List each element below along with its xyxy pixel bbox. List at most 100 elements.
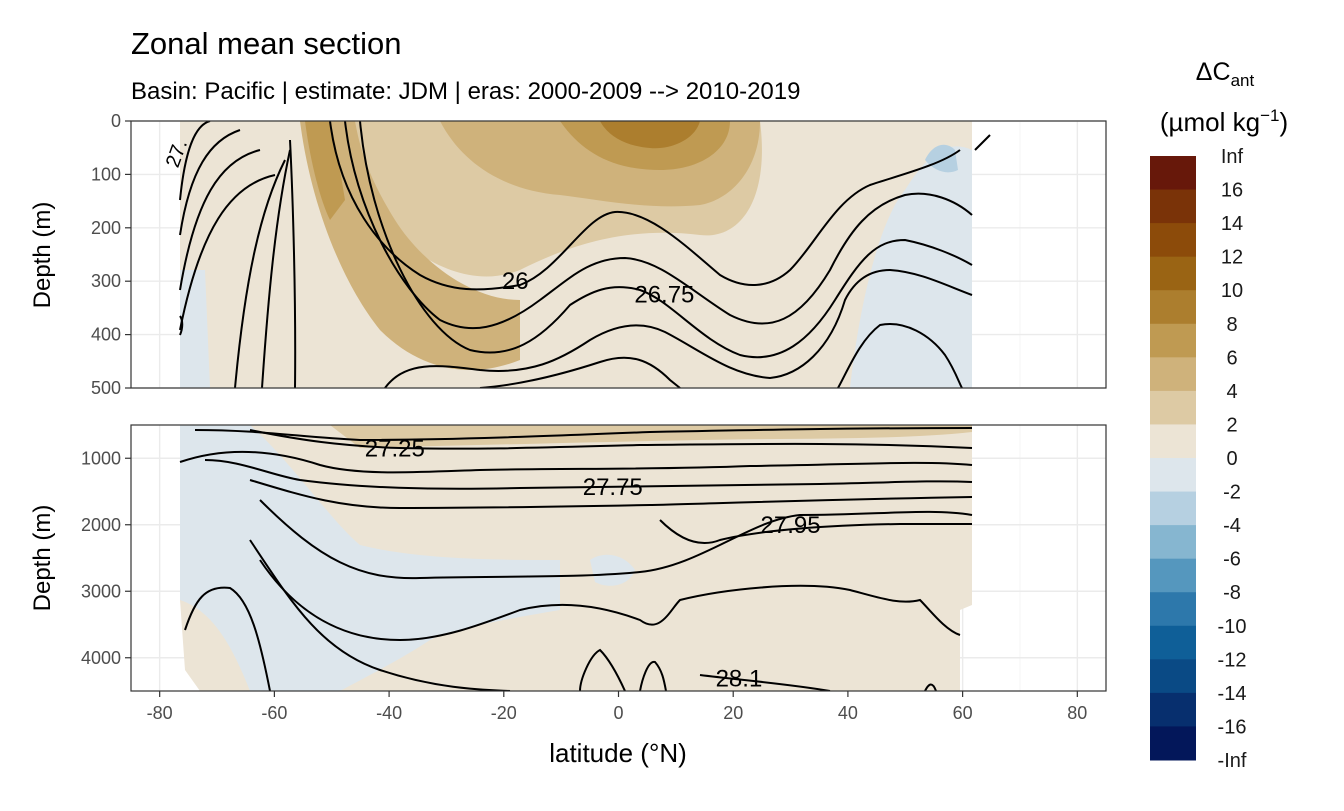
legend: ΔCant (µmol kg−1) Inf 16 14 12 10 8 6 4 2 0 -2 -4 -6…: [1150, 58, 1288, 772]
field-lower-negative-patch: [590, 554, 635, 586]
contour-line: [579, 648, 626, 691]
legend-label: 10: [1221, 280, 1243, 302]
contour-line: [289, 139, 297, 388]
contour-line: [234, 159, 286, 388]
legend-swatch: [1150, 491, 1196, 526]
x-tick-label: -20: [491, 703, 517, 723]
legend-label: 6: [1226, 347, 1237, 369]
contour-line: [249, 479, 973, 510]
panel-upper-contours: [179, 121, 991, 388]
contour-label: 27.75: [583, 474, 643, 501]
contour-label: 27.25: [365, 435, 425, 462]
contour-line: [179, 149, 261, 291]
legend-swatch: [1150, 156, 1196, 191]
legend-colorbar: [1150, 156, 1196, 761]
legend-swatch: [1150, 525, 1196, 560]
legend-label: -10: [1218, 616, 1247, 638]
contour-line: [184, 586, 271, 691]
panel-lower-contours: [179, 427, 973, 691]
legend-label: 16: [1221, 180, 1243, 202]
field-upper-north-negative-strong: [925, 144, 958, 173]
legend-unit-close: ): [1279, 107, 1288, 137]
y-tick-label: 2000: [81, 515, 121, 535]
y-tick-label: 4000: [81, 648, 121, 668]
legend-swatch: [1150, 558, 1196, 593]
legend-swatch: [1150, 659, 1196, 694]
legend-label: 0: [1226, 448, 1237, 470]
legend-swatch: [1150, 357, 1196, 392]
contour-line: [179, 129, 241, 236]
panel-lower: 27.25 27.75 27.95 28.1: [130, 424, 1107, 692]
contour-line: [837, 323, 963, 388]
contour-line: [974, 134, 991, 151]
panel-upper-field: [180, 121, 972, 388]
legend-label: 4: [1226, 381, 1237, 403]
contour-line: [329, 121, 961, 291]
x-tick-label: 80: [1067, 703, 1087, 723]
field-lower-negative: [180, 425, 560, 691]
legend-label: -6: [1223, 549, 1241, 571]
field-lower-warm-top: [330, 425, 972, 448]
contour-line: [924, 683, 937, 691]
contour-line: [259, 559, 961, 642]
legend-label: Inf: [1221, 146, 1244, 168]
y-tick-label: 3000: [81, 581, 121, 601]
contour-label: 26: [502, 268, 529, 295]
x-tick-label: -60: [261, 703, 287, 723]
y-axis-lower: 1000 2000 3000 4000: [81, 448, 131, 668]
contour-line: [639, 660, 667, 691]
legend-label: -4: [1223, 515, 1241, 537]
legend-label: -12: [1218, 649, 1247, 671]
legend-swatch: [1150, 458, 1196, 493]
legend-title-sub: ant: [1231, 71, 1255, 90]
y-axis-title-lower: Depth (m): [29, 505, 56, 612]
legend-swatch: [1150, 256, 1196, 291]
legend-label: -Inf: [1218, 750, 1247, 772]
legend-label: -8: [1223, 582, 1241, 604]
legend-label: -16: [1218, 716, 1247, 738]
legend-labels: Inf 16 14 12 10 8 6 4 2 0 -2 -4 -6 -8 -10 -12 -14 -16 -Inf: [1218, 146, 1247, 772]
contour-line: [179, 174, 276, 331]
legend-swatch: [1150, 323, 1196, 358]
contour-line: [194, 427, 973, 442]
legend-title: ΔCant: [1196, 58, 1255, 90]
field-upper-south-negative: [180, 270, 210, 388]
y-axis-title-upper: Depth (m): [29, 202, 56, 309]
legend-unit: (µmol kg−1): [1160, 106, 1288, 137]
legend-label: 14: [1221, 213, 1243, 235]
contour-label: 26.75: [634, 282, 694, 309]
y-tick-label: 200: [91, 218, 121, 238]
contour-line: [699, 674, 831, 691]
contour-line: [344, 121, 973, 330]
y-tick-label: 300: [91, 271, 121, 291]
legend-label: 8: [1226, 314, 1237, 336]
legend-swatch: [1150, 592, 1196, 627]
x-tick-label: 60: [953, 703, 973, 723]
y-tick-label: 0: [111, 111, 121, 131]
legend-swatch: [1150, 692, 1196, 727]
contour-line: [479, 356, 681, 388]
contour-line: [179, 451, 973, 474]
legend-label: -2: [1223, 482, 1241, 504]
contour-line: [659, 519, 972, 545]
contour-line: [359, 121, 973, 359]
legend-swatch: [1150, 625, 1196, 660]
contour-line: [384, 268, 973, 388]
legend-label: 2: [1226, 414, 1237, 436]
legend-unit-exponent: −1: [1260, 106, 1279, 125]
legend-label: 12: [1221, 247, 1243, 269]
x-tick-label: 40: [838, 703, 858, 723]
contour-line: [249, 429, 973, 450]
x-tick-label: -80: [147, 703, 173, 723]
legend-swatch: [1150, 424, 1196, 459]
y-tick-label: 1000: [81, 448, 121, 468]
y-tick-label: 400: [91, 325, 121, 345]
contour-line: [259, 499, 973, 580]
panel-upper-border: [130, 120, 1107, 389]
field-upper-north-negative: [850, 146, 972, 388]
panel-lower-field: [180, 425, 972, 691]
contour-label: 27.95: [761, 512, 821, 539]
legend-title-main: ΔC: [1196, 58, 1231, 86]
x-tick-label: 20: [723, 703, 743, 723]
